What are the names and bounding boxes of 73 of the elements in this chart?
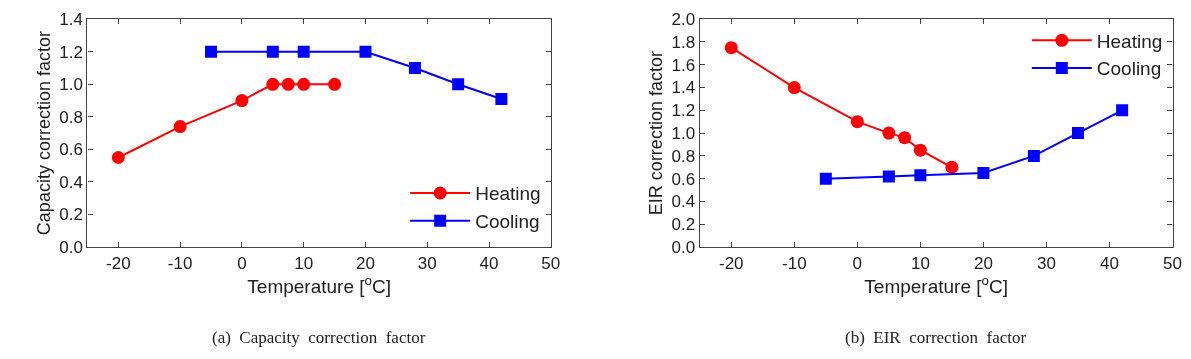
x-tick-label: 10 [910,253,930,273]
x-tick-label: 50 [1163,253,1182,273]
point [205,45,218,58]
point [787,81,801,95]
x-tick-label: 30 [417,253,437,273]
point [408,62,421,75]
x-tick-label: 20 [356,253,375,273]
point [724,41,738,55]
x-tick-label: 40 [479,253,499,273]
x-tick-label: 0 [852,253,863,273]
x-tick-label: 30 [1037,253,1056,273]
x-tick-label: -10 [167,253,193,273]
point [898,131,912,145]
point [452,78,465,91]
y-tick-label: 0.4 [671,192,696,212]
point [1027,149,1040,162]
y-tick-label: 1.0 [671,124,696,144]
y-tick-label: 0.6 [59,140,83,160]
y-tick-label: 1.2 [59,42,83,62]
x-axis-title: Temperature [$^{o}$C] [864,273,1008,298]
y-tick-label: 1.4 [59,10,83,30]
legend-label: Cooling [475,211,540,233]
x-tick-label: 20 [973,253,993,273]
legend-label: Cooling [1096,58,1162,80]
point [328,77,342,91]
text: (a) Capacity correction factor [212,328,426,347]
point [850,115,864,129]
point [913,143,927,157]
y-tick-label: 2.0 [671,10,696,30]
x-tick-label: -20 [106,253,131,273]
y-tick-label: 0.6 [671,169,696,189]
point [1071,127,1084,140]
y-tick-label: 0.0 [59,237,83,257]
y-tick-label: 0.8 [671,146,696,166]
y-tick-label: 0.8 [59,107,83,127]
point [945,160,959,174]
point [297,45,310,58]
point [359,45,372,58]
y-axis-title: Capacity correction factor [33,31,54,236]
y-tick-label: 0.2 [59,205,83,225]
y-tick-label: 0.2 [671,215,696,235]
point [297,77,311,91]
point [111,151,125,164]
point [266,77,280,91]
y-tick-label: 1.6 [671,55,696,75]
y-tick-label: 1.8 [671,32,696,52]
point [1116,104,1129,117]
point [977,166,990,179]
y-tick-label: 0.4 [59,172,83,192]
point [882,126,896,140]
point [914,169,927,182]
y-axis-title: EIR correction factor [645,51,666,216]
y-tick-label: 1.0 [59,75,83,95]
point [819,172,832,185]
legend-label: Heating [1096,30,1163,52]
text: (b) EIR correction factor [845,328,1027,347]
point [266,45,279,58]
legend-label: Heating [475,183,541,205]
point [281,77,295,91]
x-tick-label: -10 [782,253,807,273]
x-tick-label: 50 [541,253,561,273]
y-tick-label: 1.4 [671,78,696,98]
y-tick-label: 1.2 [671,101,696,121]
x-tick-label: 10 [294,253,314,273]
point [495,92,508,105]
y-tick-label: 0.0 [671,237,696,257]
point [882,170,895,183]
x-tick-label: -20 [718,253,744,273]
point [235,94,249,108]
x-tick-label: 40 [1100,253,1119,273]
point [173,120,187,134]
x-tick-label: 0 [237,253,247,273]
x-axis-title: Temperature [$^{o}$C] [247,273,391,298]
